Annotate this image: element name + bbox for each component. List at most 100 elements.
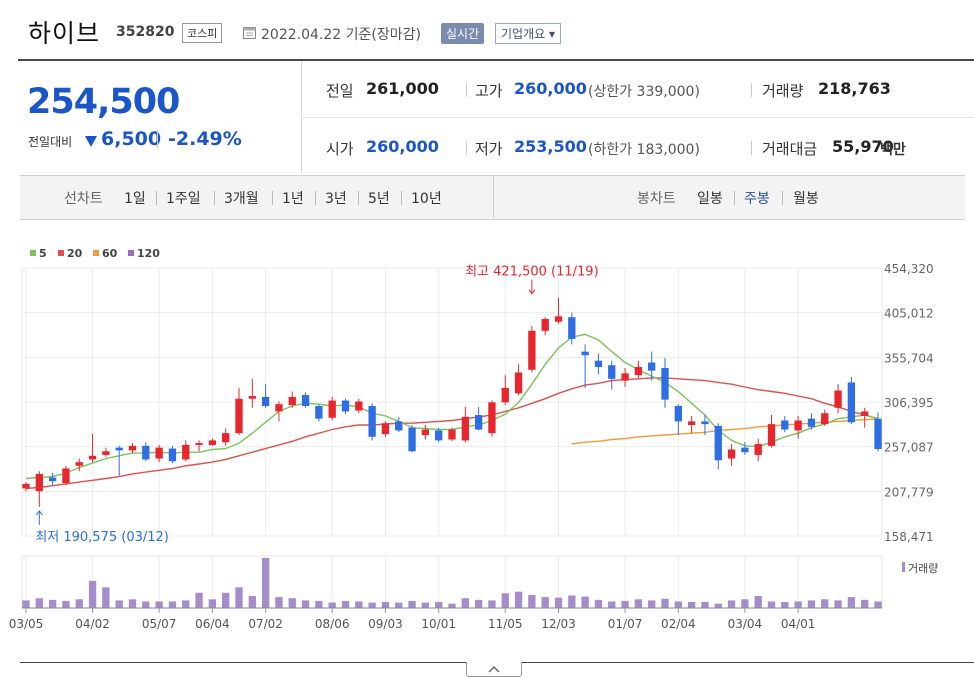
candle-body	[435, 430, 443, 441]
volume-bar	[581, 596, 589, 608]
volume-bar	[288, 598, 296, 608]
volume-bar	[88, 580, 97, 608]
volume-bar	[381, 602, 390, 608]
high-annotation: 최고 421,500 (11/19)	[465, 265, 599, 280]
legend-swatch	[128, 250, 134, 256]
candle-weekly[interactable]: 주봉	[744, 191, 770, 207]
volume-bar	[621, 600, 629, 608]
candle-body	[554, 316, 563, 322]
amount-unit: 백만	[880, 142, 906, 158]
volume-bar	[568, 595, 576, 608]
candle-monthly[interactable]: 월봉	[793, 191, 819, 207]
candle-body	[767, 424, 776, 446]
volume-bar	[714, 603, 722, 608]
period-1d[interactable]: 1일	[124, 191, 146, 207]
divider	[751, 141, 752, 155]
volume-bar	[608, 601, 616, 608]
x-tick-label: 01/07	[608, 617, 643, 631]
x-tick-label: 05/07	[142, 617, 177, 631]
current-price: 254,500	[27, 82, 180, 122]
candle-body	[22, 483, 30, 489]
x-tick-label: 09/03	[368, 617, 403, 631]
candle-body	[395, 421, 403, 431]
volume-bar	[701, 602, 709, 608]
x-tick-label: 04/01	[781, 617, 816, 631]
volume-bar	[115, 600, 123, 608]
candle-daily[interactable]: 일봉	[697, 191, 723, 207]
market-badge: 코스피	[182, 23, 223, 43]
volume-bar	[501, 593, 509, 608]
candle-body	[461, 416, 469, 441]
high-label: 고가	[475, 82, 503, 100]
volume-bar	[421, 602, 430, 608]
y-tick-label: 158,471	[884, 530, 934, 544]
candle-body	[528, 330, 536, 370]
volume-bar	[275, 597, 283, 608]
volume-bar	[781, 602, 789, 608]
period-5y[interactable]: 5년	[368, 191, 390, 207]
candle-body	[195, 443, 203, 445]
volume-bar	[408, 600, 416, 608]
divider	[401, 191, 402, 205]
amount-label: 거래대금	[762, 140, 818, 158]
company-overview-dropdown[interactable]: 기업개요 ▾	[495, 23, 561, 44]
candle-body	[541, 319, 549, 331]
candle-body	[301, 395, 310, 406]
volume-bar	[142, 601, 150, 608]
high-arrow-head	[528, 289, 536, 295]
collapse-button[interactable]	[466, 662, 522, 677]
legend-label: 60	[102, 247, 118, 260]
volume-bar	[661, 598, 669, 608]
legend-label: 120	[137, 247, 160, 260]
candle-body	[714, 425, 722, 461]
candle-body	[807, 418, 816, 427]
volume-plot-frame	[21, 555, 883, 609]
x-tick-label: 06/04	[195, 617, 230, 631]
volume-bar	[261, 558, 270, 608]
volume-bar	[727, 600, 736, 608]
period-1w[interactable]: 1주일	[166, 191, 201, 207]
candle-body	[48, 477, 57, 482]
ma5-line	[25, 333, 879, 480]
volume-bar	[794, 601, 802, 608]
y-tick-label: 454,320	[884, 262, 934, 276]
volume-bar	[182, 600, 190, 608]
candle-body	[288, 396, 296, 406]
legend-label: 5	[39, 247, 47, 260]
ma20-line	[25, 377, 879, 490]
volume-bar	[222, 592, 230, 608]
candle-body	[821, 413, 829, 425]
y-tick-label: 355,704	[884, 351, 934, 365]
amount-value: 55,970	[832, 137, 894, 156]
divider	[272, 191, 273, 205]
candle-body	[381, 423, 390, 435]
period-1y[interactable]: 1년	[282, 191, 304, 207]
candle-body	[315, 405, 323, 419]
high-value: 260,000	[514, 79, 587, 98]
candle-body	[687, 421, 696, 426]
y-tick-label: 257,087	[884, 441, 934, 455]
realtime-button[interactable]: 실시간	[441, 23, 485, 44]
candle-body	[421, 429, 430, 435]
volume-bar	[741, 599, 749, 608]
candle-body	[222, 433, 230, 443]
period-3y[interactable]: 3년	[325, 191, 347, 207]
top-divider	[18, 59, 974, 61]
line-chart-label: 선차트	[64, 191, 103, 207]
x-tick-label: 02/04	[661, 617, 696, 631]
candle-body	[781, 420, 789, 430]
stock-chart[interactable]: 5 20 60 120 최고 421,500 (11/19) 최저 190,575 (0…	[0, 222, 974, 662]
date-text: 2022.04.22 기준(장마감)	[261, 27, 421, 43]
divider	[466, 141, 467, 155]
period-3m[interactable]: 3개월	[224, 191, 259, 207]
volume-bar	[874, 601, 882, 608]
volume-bar	[368, 602, 376, 608]
volume-bar	[75, 599, 83, 608]
calendar-icon	[243, 27, 256, 39]
candle-body	[155, 447, 163, 459]
volume-bar	[435, 602, 443, 608]
candle-body	[261, 396, 270, 406]
candle-body	[834, 390, 842, 408]
period-10y[interactable]: 10년	[411, 191, 442, 207]
volume-bar	[594, 599, 603, 608]
